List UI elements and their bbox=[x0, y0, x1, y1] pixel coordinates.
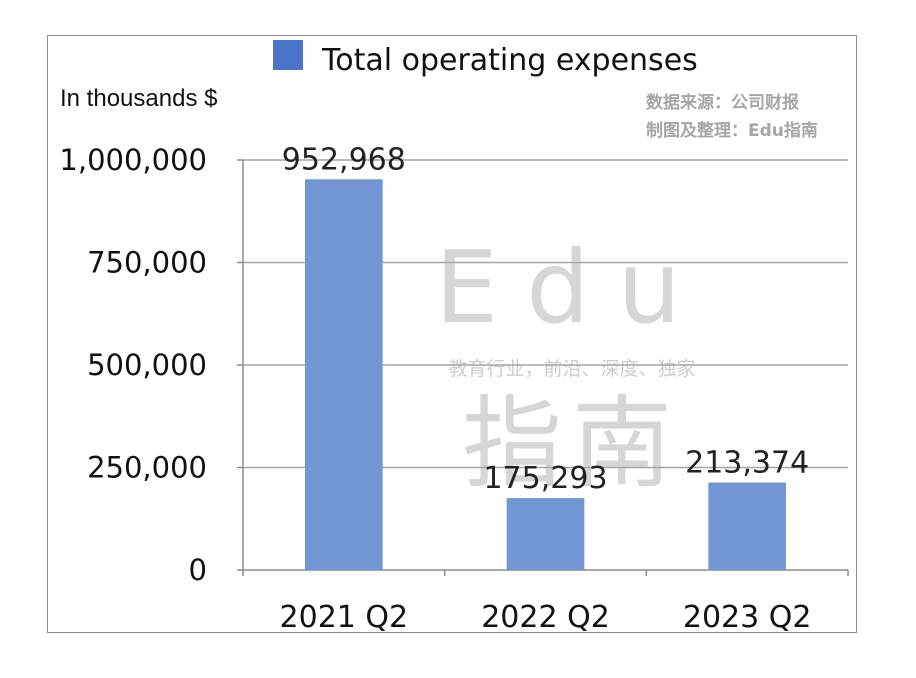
bar bbox=[305, 179, 383, 570]
x-axis-ticks: 2021 Q2 2022 Q2 2023 Q2 bbox=[280, 600, 812, 635]
y-tick-label: 500,000 bbox=[87, 348, 207, 382]
data-labels: 952,968 175,293 213,374 bbox=[282, 142, 809, 496]
x-tick-label: 2022 Q2 bbox=[481, 600, 610, 635]
data-label: 213,374 bbox=[685, 446, 809, 481]
legend-swatch bbox=[273, 40, 303, 70]
x-tick-label: 2023 Q2 bbox=[683, 600, 812, 635]
legend-label: Total operating expenses bbox=[321, 43, 698, 78]
watermark-slogan: 教育行业，前沿、深度、独家 bbox=[448, 358, 695, 380]
source-line-1: 数据来源：公司财报 bbox=[646, 92, 799, 113]
watermark-edu: Edu bbox=[435, 229, 709, 346]
bar bbox=[708, 482, 786, 570]
chart-frame bbox=[47, 35, 857, 633]
data-label: 952,968 bbox=[282, 142, 406, 177]
bars bbox=[305, 179, 786, 570]
data-label: 175,293 bbox=[483, 461, 607, 496]
watermark-zhinan: 指南 bbox=[462, 385, 682, 502]
source-line-2: 制图及整理：Edu指南 bbox=[646, 120, 818, 141]
y-tick-label: 1,000,000 bbox=[59, 143, 207, 177]
x-tick-label: 2021 Q2 bbox=[280, 600, 409, 635]
y-tick-label: 250,000 bbox=[87, 451, 207, 485]
y-axis-unit-label: In thousands $ bbox=[60, 85, 217, 112]
y-tick-label: 750,000 bbox=[87, 246, 207, 280]
y-tick-label: 0 bbox=[189, 553, 207, 587]
y-axis-ticks: 0 250,000 500,000 750,000 1,000,000 bbox=[59, 143, 207, 587]
bar bbox=[506, 498, 585, 570]
